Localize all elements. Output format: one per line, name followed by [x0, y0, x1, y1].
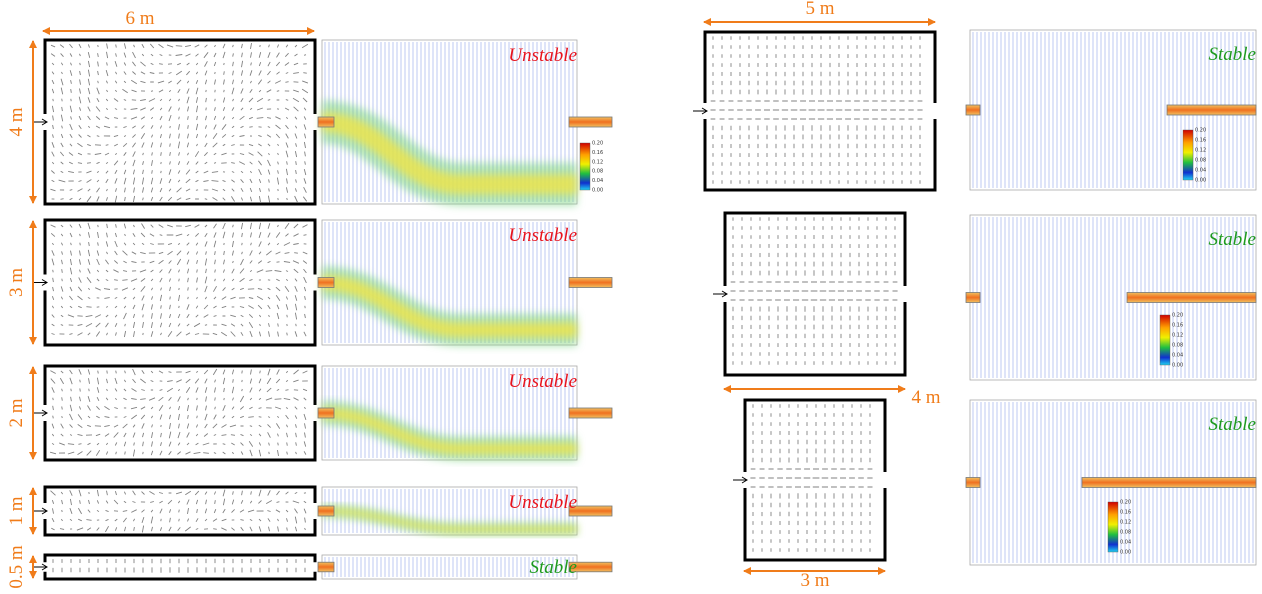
colorbar-tick-label: 0.16: [1195, 138, 1206, 144]
inlet-arrow: [693, 108, 707, 114]
outlet-tube: [318, 117, 334, 127]
inlet-arrow: [33, 410, 47, 416]
inlet-arrow: [33, 280, 47, 286]
status-label: Stable: [530, 557, 578, 578]
outlet-tube: [569, 408, 612, 418]
colorbar-tick-label: 0.08: [1120, 530, 1131, 536]
inlet-arrow: [713, 291, 727, 297]
outlet-tube: [1127, 293, 1256, 303]
width-label: 5 m: [805, 0, 834, 19]
colorbar-tick-label: 0.12: [1195, 148, 1206, 154]
colorbar-tick-label: 0.04: [1120, 540, 1131, 546]
outlet-tube: [966, 478, 980, 488]
colorbar-tick-label: 0.00: [1195, 178, 1206, 184]
tank-outline: [725, 213, 905, 375]
width-label: 6 m: [125, 8, 154, 29]
colorbar: [580, 143, 590, 190]
tank-outline: [45, 555, 315, 579]
inlet-arrow: [33, 564, 47, 570]
outlet-tube: [569, 278, 612, 288]
vector-field: [711, 36, 923, 184]
height-label: 2 m: [6, 398, 27, 427]
colorbar: [1108, 502, 1118, 552]
colorbar-tick-label: 0.04: [1172, 353, 1183, 359]
colorbar-tick-label: 0.08: [1172, 343, 1183, 349]
status-label: Unstable: [508, 492, 577, 513]
colorbar-tick-label: 0.04: [592, 178, 603, 184]
colorbar-tick-label: 0.20: [1172, 313, 1183, 319]
colorbar: [1160, 315, 1170, 365]
colorbar-tick-label: 0.00: [1172, 363, 1183, 369]
vector-field: [750, 404, 872, 552]
tank-outline: [45, 220, 315, 345]
outlet-tube: [318, 562, 334, 572]
status-label: Unstable: [508, 225, 577, 246]
outlet-tube: [966, 293, 980, 303]
tank-outline: [705, 32, 935, 190]
status-label: Stable: [1209, 44, 1257, 65]
colorbar-tick-label: 0.12: [592, 159, 603, 165]
vector-field: [50, 369, 308, 457]
height-label: 1 m: [6, 496, 27, 525]
tank-outline: [745, 400, 885, 560]
colorbar-tick-label: 0.08: [1195, 158, 1206, 164]
inlet-arrow: [733, 477, 747, 483]
colorbar-tick-label: 0.08: [592, 169, 603, 175]
colorbar-tick-label: 0.12: [1120, 520, 1131, 526]
inlet-arrow: [33, 119, 47, 125]
colorbar: [1183, 130, 1193, 180]
width-label: 3 m: [800, 570, 829, 591]
status-label: Unstable: [508, 371, 577, 392]
height-label: 0.5 m: [6, 545, 27, 589]
inlet-arrow: [33, 508, 47, 514]
outlet-tube: [1167, 105, 1256, 115]
colorbar-tick-label: 0.00: [1120, 550, 1131, 556]
vector-field: [51, 223, 308, 337]
outlet-tube: [318, 506, 334, 516]
colorbar-tick-label: 0.20: [592, 141, 603, 147]
status-label: Stable: [1209, 414, 1257, 435]
status-label: Stable: [1209, 229, 1257, 250]
colorbar-tick-label: 0.00: [592, 188, 603, 194]
outlet-tube: [318, 408, 334, 418]
colorbar-tick-label: 0.16: [592, 150, 603, 156]
width-label: 4 m: [911, 387, 940, 408]
colorbar-tick-label: 0.20: [1120, 500, 1131, 506]
figure: 6 m 4 m Unstable 0.20 0.16 0.12 0.08 0.04 0.00 3 …: [0, 0, 1262, 594]
vector-field: [51, 490, 307, 533]
colorbar-tick-label: 0.20: [1195, 128, 1206, 134]
outlet-tube: [1082, 478, 1256, 488]
vector-field: [731, 217, 898, 365]
outlet-tube: [569, 117, 612, 127]
tank-outline: [45, 40, 315, 204]
height-label: 3 m: [6, 268, 27, 297]
status-label: Unstable: [508, 45, 577, 66]
colorbar-tick-label: 0.04: [1195, 168, 1206, 174]
outlet-tube: [966, 105, 980, 115]
colorbar-tick-label: 0.12: [1172, 333, 1183, 339]
colorbar-tick-label: 0.16: [1172, 323, 1183, 329]
height-label: 4 m: [6, 107, 27, 136]
vector-field: [53, 559, 305, 573]
colorbar-tick-label: 0.16: [1120, 510, 1131, 516]
outlet-tube: [318, 278, 334, 288]
vector-field: [50, 43, 308, 202]
